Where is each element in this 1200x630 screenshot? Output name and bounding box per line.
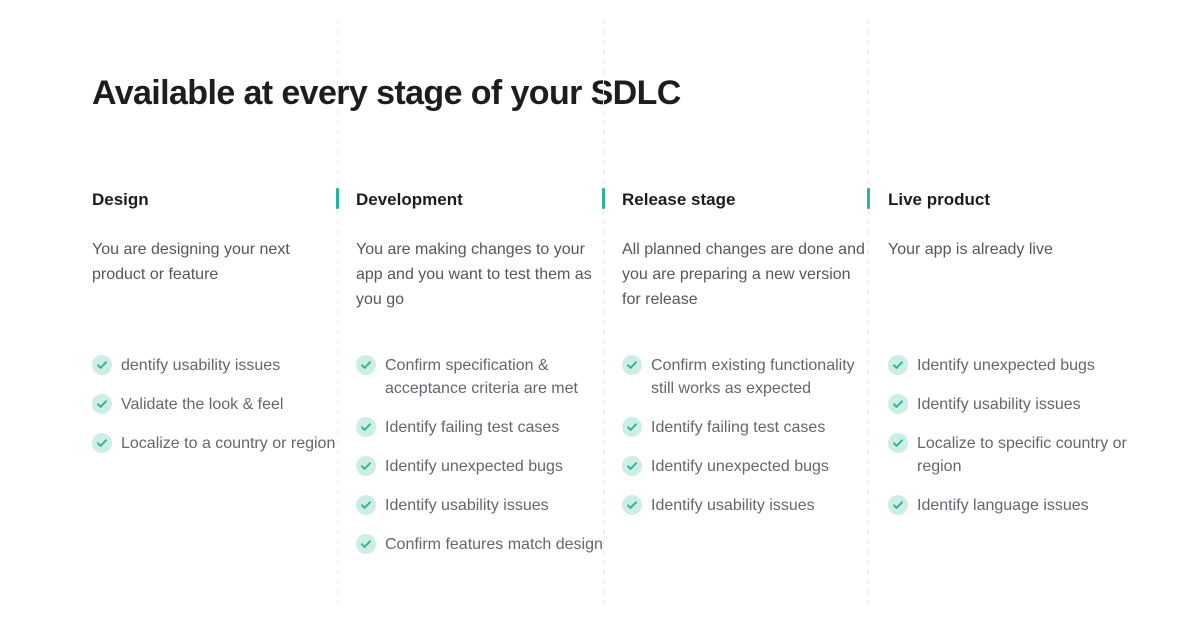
stage-checklist: dentify usability issues Validate the lo… (92, 354, 337, 455)
checklist-item: Confirm specification & acceptance crite… (356, 354, 603, 400)
page-title: Available at every stage of your SDLC (92, 74, 681, 112)
checklist-item-label: Confirm existing functionality still wor… (651, 357, 855, 397)
column-separator (336, 20, 339, 605)
check-circle-icon (888, 433, 908, 453)
checklist-item: Identify usability issues (888, 393, 1135, 416)
checklist-item: Identify language issues (888, 494, 1135, 517)
stage-checklist: Identify unexpected bugs Identify usabil… (888, 354, 1135, 517)
check-circle-icon (622, 456, 642, 476)
stage-tick (602, 188, 605, 209)
check-circle-icon (888, 355, 908, 375)
checklist-item: Confirm existing functionality still wor… (622, 354, 869, 400)
stage-heading: Release stage (622, 190, 736, 209)
check-circle-icon (622, 417, 642, 437)
check-circle-icon (622, 355, 642, 375)
check-circle-icon (622, 495, 642, 515)
column-separator (602, 20, 605, 605)
check-circle-icon (92, 394, 112, 414)
stage-column-development: Development You are making changes to yo… (337, 189, 603, 572)
stage-checklist: Confirm specification & acceptance crite… (356, 354, 603, 556)
checklist-item: Identify unexpected bugs (888, 354, 1135, 377)
checklist-item: Identify usability issues (356, 494, 603, 517)
checklist-item-label: Identify usability issues (385, 497, 549, 514)
stage-description: All planned changes are done and you are… (622, 241, 865, 308)
stage-checklist: Confirm existing functionality still wor… (622, 354, 869, 517)
check-circle-icon (92, 433, 112, 453)
checklist-item-label: Localize to a country or region (121, 435, 336, 452)
stage-column-release: Release stage All planned changes are do… (603, 189, 869, 572)
checklist-item: Localize to specific country or region (888, 432, 1135, 478)
checklist-item-label: Confirm specification & acceptance crite… (385, 357, 578, 397)
checklist-item: Identify failing test cases (356, 416, 603, 439)
check-circle-icon (888, 495, 908, 515)
stage-column-design: Design You are designing your next produ… (92, 189, 337, 572)
check-circle-icon (356, 355, 376, 375)
stage-tick (336, 188, 339, 209)
checklist-item-label: Identify unexpected bugs (917, 357, 1095, 374)
stage-heading: Live product (888, 190, 991, 209)
checklist-item-label: Identify usability issues (917, 396, 1081, 413)
checklist-item: dentify usability issues (92, 354, 337, 377)
check-circle-icon (888, 394, 908, 414)
checklist-item-label: dentify usability issues (121, 357, 281, 374)
checklist-item: Localize to a country or region (92, 432, 337, 455)
column-separator (867, 20, 870, 605)
checklist-item-label: Localize to specific country or region (917, 435, 1127, 475)
checklist-item: Validate the look & feel (92, 393, 337, 416)
checklist-item-label: Identify language issues (917, 497, 1089, 514)
checklist-item: Identify failing test cases (622, 416, 869, 439)
stage-heading: Development (356, 190, 463, 209)
check-circle-icon (356, 456, 376, 476)
checklist-item: Confirm features match design (356, 533, 603, 556)
checklist-item-label: Identify unexpected bugs (651, 458, 829, 475)
checklist-item-label: Identify failing test cases (651, 419, 826, 436)
checklist-item-label: Confirm features match design (385, 536, 603, 553)
check-circle-icon (356, 417, 376, 437)
stage-description: You are designing your next product or f… (92, 241, 290, 283)
checklist-item: Identify usability issues (622, 494, 869, 517)
stage-tick (867, 188, 870, 209)
stage-description: You are making changes to your app and y… (356, 241, 592, 308)
checklist-item-label: Identify failing test cases (385, 419, 560, 436)
stage-heading: Design (92, 190, 149, 209)
checklist-item: Identify unexpected bugs (356, 455, 603, 478)
checklist-item: Identify unexpected bugs (622, 455, 869, 478)
check-circle-icon (356, 534, 376, 554)
stage-columns: Design You are designing your next produ… (92, 189, 1135, 572)
check-circle-icon (92, 355, 112, 375)
checklist-item-label: Identify unexpected bugs (385, 458, 563, 475)
checklist-item-label: Validate the look & feel (121, 396, 284, 413)
stage-description: Your app is already live (888, 241, 1053, 258)
checklist-item-label: Identify usability issues (651, 497, 815, 514)
check-circle-icon (356, 495, 376, 515)
stage-column-live: Live product Your app is already live Id… (869, 189, 1135, 572)
